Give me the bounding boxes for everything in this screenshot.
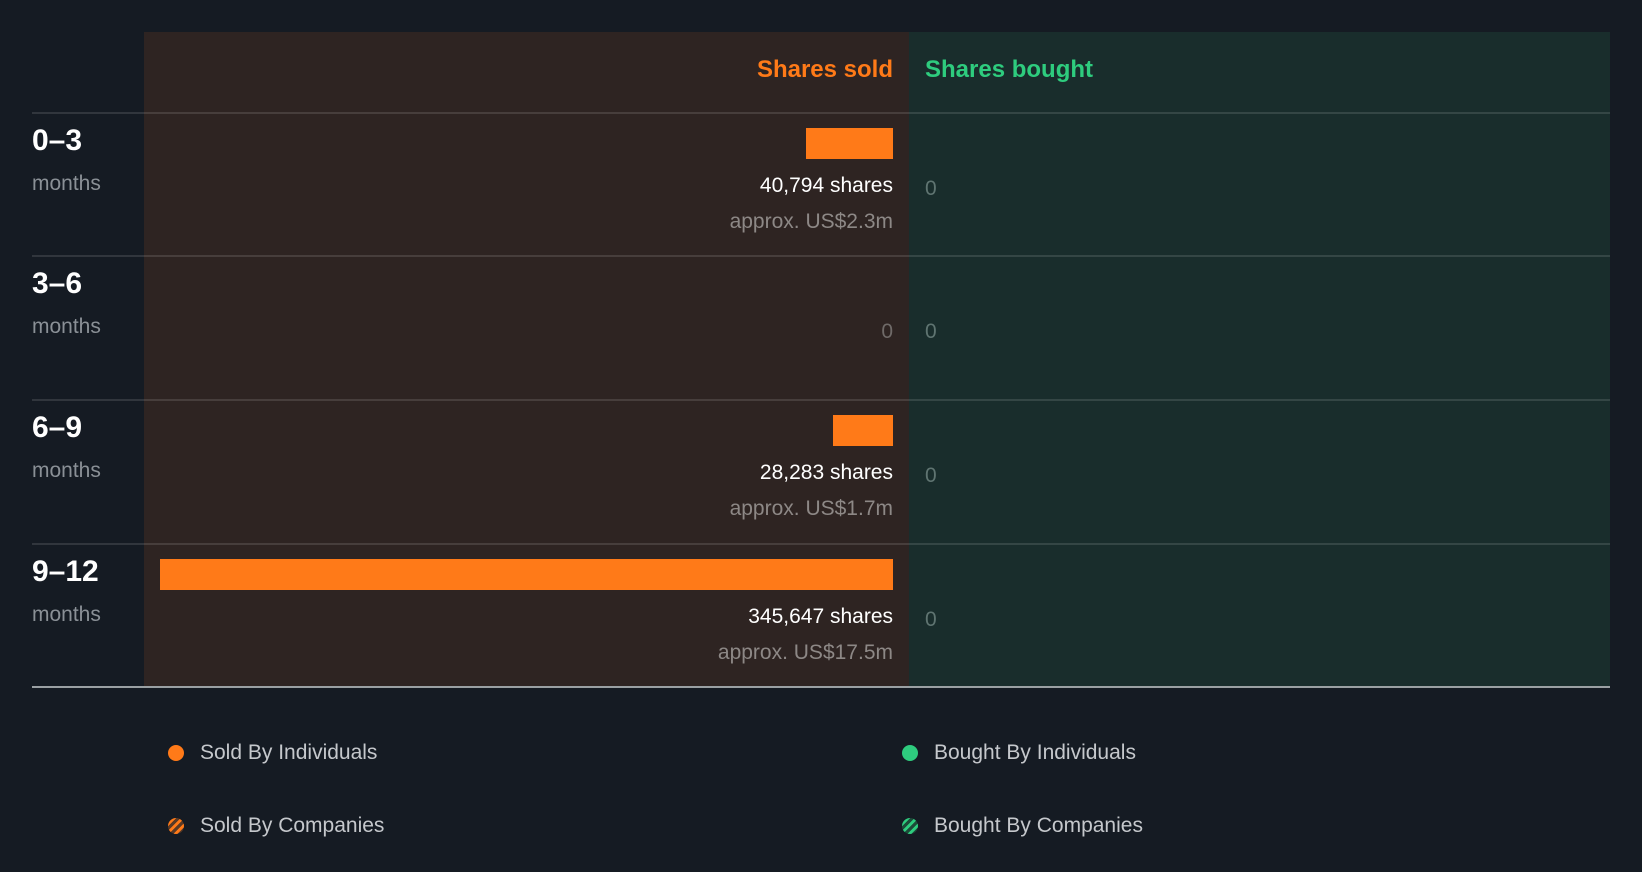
shares-sold-header: Shares sold [756,56,893,83]
sold-approx-value: approx. US$1.7m [729,497,893,520]
sold-shares-count: 0 [881,320,893,343]
legend-sold-individuals[interactable]: Sold By Individuals [168,741,377,765]
period-range: 9–12 [32,555,99,588]
shares-bought-header: Shares bought [925,56,1094,83]
sold-bar[interactable] [160,559,893,590]
sold-bar[interactable] [806,128,893,159]
period-range: 3–6 [32,267,83,300]
sold-bar[interactable] [833,415,893,446]
bought-shares-count: 0 [925,320,937,343]
row-divider [32,255,1610,257]
legend-bought-companies[interactable]: Bought By Companies [902,814,1143,838]
bought-shares-count: 0 [925,608,937,631]
period-unit: months [32,603,101,626]
sold-approx-value: approx. US$2.3m [729,210,893,233]
baseline-axis [32,686,1610,688]
legend-label: Sold By Companies [200,814,385,837]
sold-approx-value: approx. US$17.5m [717,641,893,664]
shares-bought-panel [909,32,1610,686]
bought-companies-hatched-dot-icon [902,818,918,834]
bought-individuals-dot-icon [902,745,918,761]
sold-shares-count: 40,794 shares [759,174,893,197]
legend-label: Sold By Individuals [200,741,378,764]
period-unit: months [32,315,101,338]
sold-shares-count: 28,283 shares [759,461,893,484]
period-row-9-12: 9–12 months 345,647 shares approx. US$17… [0,544,1642,688]
legend-bought-individuals[interactable]: Bought By Individuals [902,741,1136,765]
period-range: 6–9 [32,411,83,444]
period-unit: months [32,459,101,482]
period-range: 0–3 [32,124,83,157]
bought-shares-count: 0 [925,464,937,487]
row-divider [32,112,1610,114]
sold-individuals-dot-icon [168,745,184,761]
period-unit: months [32,172,101,195]
legend-sold-companies[interactable]: Sold By Companies [168,814,384,838]
period-row-0-3: 0–3 months 40,794 shares approx. US$2.3m… [0,113,1642,257]
legend-label: Bought By Individuals [934,741,1136,764]
bought-shares-count: 0 [925,177,937,200]
period-row-6-9: 6–9 months 28,283 shares approx. US$1.7m… [0,400,1642,544]
row-divider [32,543,1610,545]
sold-shares-count: 345,647 shares [748,605,893,628]
period-row-3-6: 3–6 months 0 0 [0,256,1642,400]
row-divider [32,399,1610,401]
sold-companies-hatched-dot-icon [168,818,184,834]
legend-label: Bought By Companies [934,814,1143,837]
